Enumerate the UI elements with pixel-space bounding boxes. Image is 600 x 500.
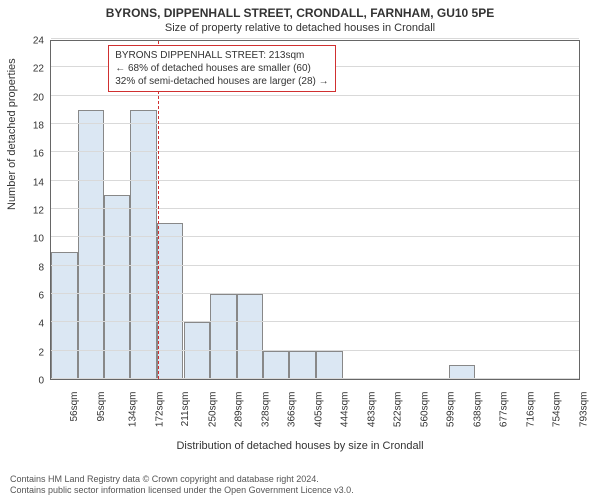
- x-axis-label: Distribution of detached houses by size …: [0, 440, 600, 452]
- annotation-line: BYRONS DIPPENHALL STREET: 213sqm: [115, 49, 328, 62]
- gridline: [51, 265, 579, 266]
- annotation-box: BYRONS DIPPENHALL STREET: 213sqm← 68% of…: [108, 45, 335, 92]
- x-tick-label: 716sqm: [525, 392, 536, 428]
- y-tick-label: 20: [4, 92, 44, 103]
- gridline: [51, 38, 579, 39]
- x-tick-label: 677sqm: [499, 392, 510, 428]
- chart-plot-area: BYRONS DIPPENHALL STREET: 213sqm← 68% of…: [50, 40, 580, 380]
- y-tick-label: 18: [4, 121, 44, 132]
- histogram-bar: [51, 252, 78, 380]
- chart-subtitle: Size of property relative to detached ho…: [0, 20, 600, 38]
- x-tick-label: 211sqm: [180, 392, 191, 427]
- gridline: [51, 321, 579, 322]
- gridline: [51, 208, 579, 209]
- histogram-bar: [210, 294, 237, 379]
- gridline: [51, 378, 579, 379]
- histogram-bar: [78, 110, 105, 379]
- y-tick-label: 24: [4, 36, 44, 47]
- histogram-bar: [237, 294, 263, 379]
- x-tick-label: 638sqm: [472, 392, 483, 428]
- y-tick-label: 6: [4, 291, 44, 302]
- gridline: [51, 293, 579, 294]
- x-tick-label: 793sqm: [578, 392, 589, 428]
- y-tick-label: 16: [4, 149, 44, 160]
- gridline: [51, 123, 579, 124]
- x-tick-label: 444sqm: [340, 392, 351, 428]
- x-tick-label: 366sqm: [287, 392, 298, 428]
- y-tick-label: 8: [4, 262, 44, 273]
- x-tick-label: 522sqm: [393, 392, 404, 428]
- x-tick-label: 405sqm: [313, 392, 324, 428]
- copyright-line-2: Contains public sector information licen…: [10, 485, 354, 496]
- y-tick-label: 22: [4, 64, 44, 75]
- histogram-bar: [263, 351, 290, 379]
- gridline: [51, 180, 579, 181]
- x-axis-ticks: 56sqm 95sqm 134sqm 172sqm 211sqm 250sqm 289sqm…: [50, 382, 580, 442]
- histogram-bar: [157, 223, 184, 379]
- x-tick-label: 754sqm: [552, 392, 563, 428]
- chart-title: BYRONS, DIPPENHALL STREET, CRONDALL, FAR…: [0, 0, 600, 20]
- y-tick-label: 10: [4, 234, 44, 245]
- x-tick-label: 172sqm: [154, 392, 165, 428]
- x-tick-label: 560sqm: [419, 392, 430, 428]
- histogram-bar: [104, 195, 130, 379]
- x-tick-label: 599sqm: [446, 392, 457, 428]
- x-tick-label: 328sqm: [260, 392, 271, 428]
- histogram-bar: [184, 322, 211, 379]
- copyright-notice: Contains HM Land Registry data © Crown c…: [10, 474, 354, 497]
- x-tick-label: 95sqm: [96, 392, 107, 422]
- y-tick-label: 12: [4, 206, 44, 217]
- gridline: [51, 95, 579, 96]
- y-tick-label: 2: [4, 347, 44, 358]
- copyright-line-1: Contains HM Land Registry data © Crown c…: [10, 474, 354, 485]
- y-axis-ticks: 024681012141618202224: [0, 40, 48, 380]
- gridline: [51, 350, 579, 351]
- y-tick-label: 4: [4, 319, 44, 330]
- annotation-line: ← 68% of detached houses are smaller (60…: [115, 62, 328, 75]
- histogram-bar: [449, 365, 476, 379]
- histogram-bar: [289, 351, 316, 379]
- x-tick-label: 134sqm: [128, 392, 139, 428]
- gridline: [51, 151, 579, 152]
- x-tick-label: 483sqm: [366, 392, 377, 428]
- annotation-line: 32% of semi-detached houses are larger (…: [115, 75, 328, 88]
- y-tick-label: 0: [4, 376, 44, 387]
- gridline: [51, 236, 579, 237]
- histogram-bar: [316, 351, 343, 379]
- x-tick-label: 250sqm: [207, 392, 218, 428]
- y-tick-label: 14: [4, 177, 44, 188]
- histogram-bar: [130, 110, 157, 379]
- x-tick-label: 289sqm: [234, 392, 245, 428]
- x-tick-label: 56sqm: [69, 392, 80, 422]
